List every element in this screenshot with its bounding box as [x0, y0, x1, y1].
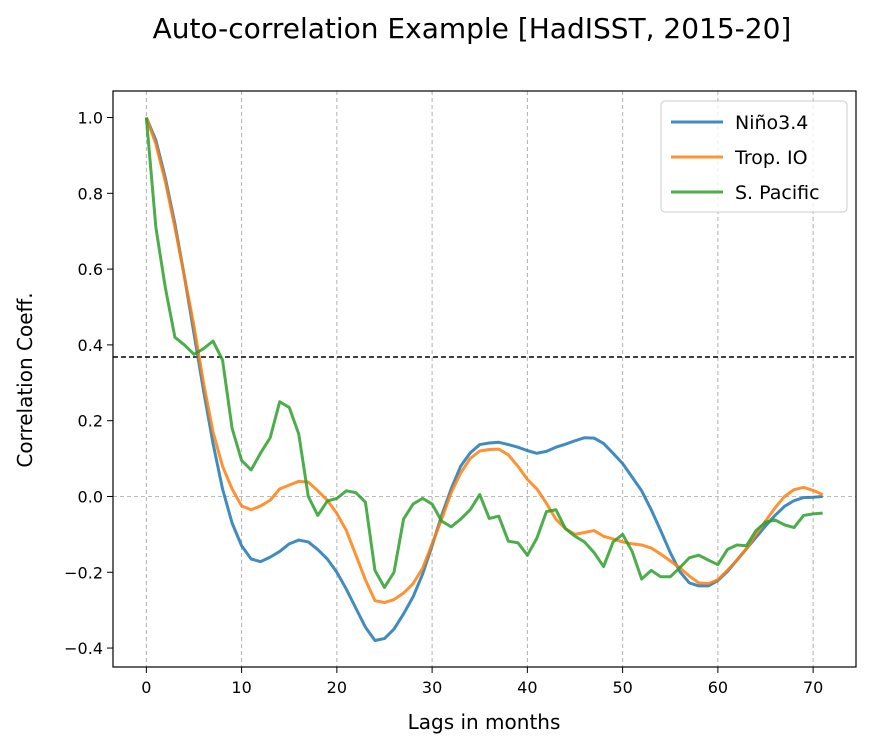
- x-axis-ticks: 0 10 20 30 40 50 60 70: [141, 667, 823, 697]
- series-line-1: [144, 116, 823, 642]
- y-tick-label: 0.6: [78, 260, 103, 279]
- x-tick-label: 70: [803, 678, 823, 697]
- series-line-3: [144, 117, 823, 589]
- series-line-2: [144, 117, 824, 605]
- legend-label: Niño3.4: [735, 112, 808, 134]
- y-tick-label: 0.8: [78, 184, 103, 203]
- legend-label: S. Pacific: [735, 182, 820, 204]
- x-tick-label: 20: [327, 678, 347, 697]
- plot-area-frame: [112, 90, 857, 668]
- chart-title: Auto-correlation Example [HadISST, 2015-…: [153, 12, 792, 45]
- y-tick-label: 1.0: [78, 109, 103, 128]
- y-tick-label: 0.0: [78, 487, 103, 506]
- legend-label: Trop. IO: [734, 147, 808, 169]
- x-tick-label: 50: [612, 678, 632, 697]
- y-axis-ticks: 1.0 0.8 0.6 0.4 0.2 0.0 −0.2 −0.4: [64, 109, 113, 658]
- x-tick-label: 0: [141, 678, 151, 697]
- reference-lines: [113, 356, 856, 497]
- series-layer: [144, 116, 824, 642]
- legend: Niño3.4 Trop. IO S. Pacific: [660, 100, 848, 213]
- x-axis-label: Lags in months: [408, 710, 561, 734]
- y-tick-label: −0.2: [64, 563, 103, 582]
- grid-layer: [145, 91, 814, 667]
- x-tick-label: 10: [231, 678, 251, 697]
- x-tick-label: 30: [422, 678, 442, 697]
- y-tick-label: −0.4: [64, 639, 103, 658]
- x-tick-label: 60: [708, 678, 728, 697]
- y-tick-label: 0.4: [78, 336, 103, 355]
- legend-box: [660, 100, 848, 213]
- x-tick-label: 40: [517, 678, 537, 697]
- y-tick-label: 0.2: [78, 412, 103, 431]
- y-axis-label: Correlation Coeff.: [13, 292, 37, 467]
